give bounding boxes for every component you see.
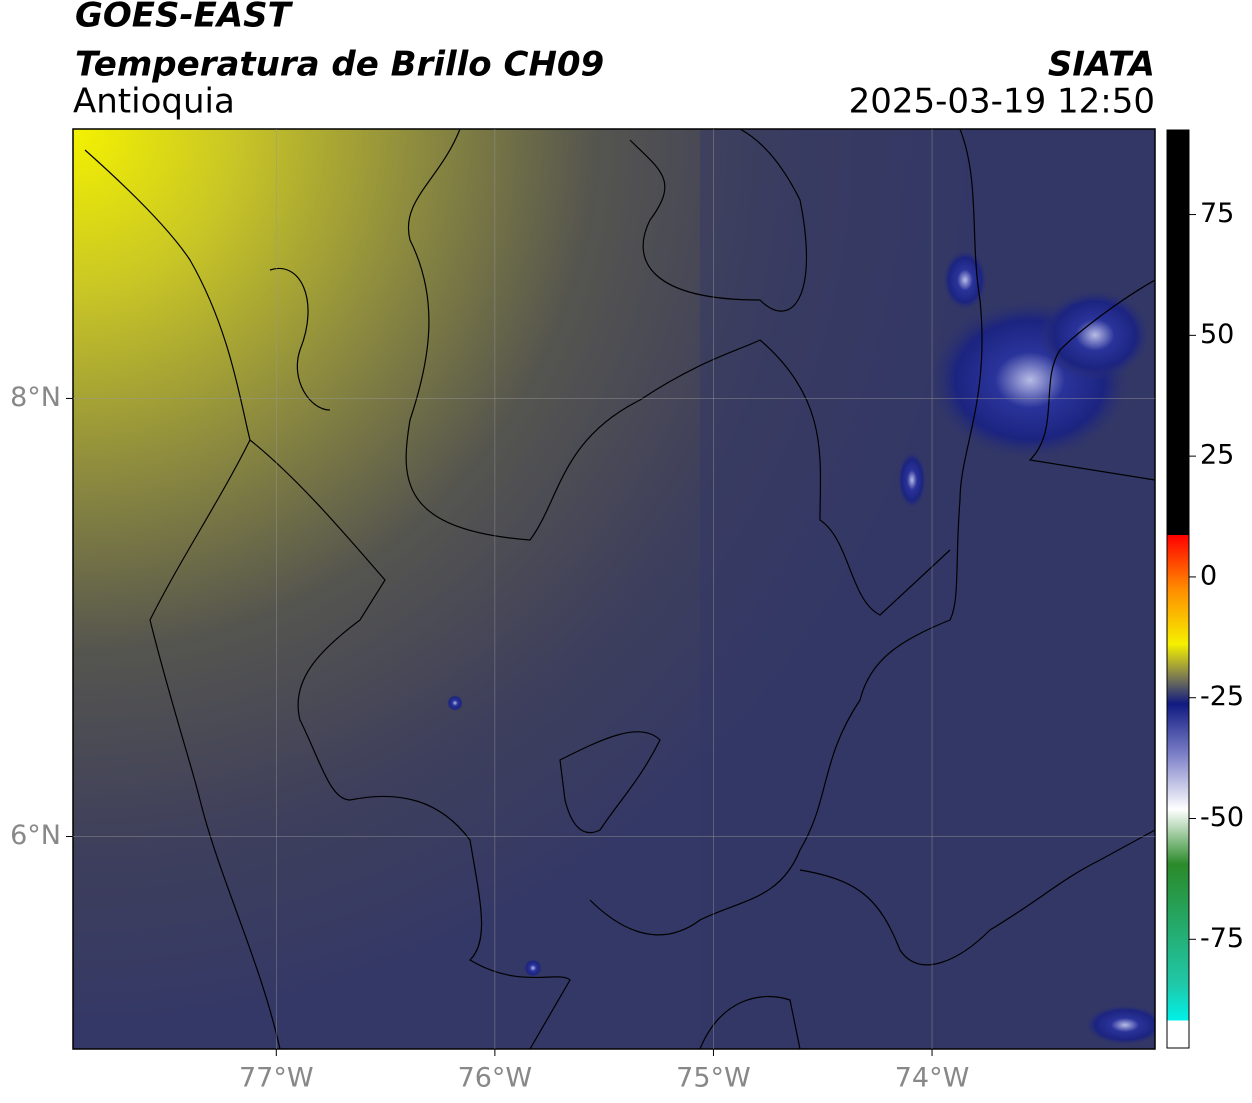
x-tick-label: 74°W <box>895 1063 970 1094</box>
timestamp: 2025-03-19 12:50 <box>849 82 1155 122</box>
region: Antioquia <box>73 82 235 122</box>
x-tick-label: 77°W <box>239 1063 314 1094</box>
source: SIATA <box>1048 45 1155 85</box>
colorbar-tick-label: 0 <box>1200 560 1217 591</box>
map-frame <box>72 128 1156 1050</box>
map-image <box>73 129 1155 1049</box>
colorbar-tick-label: 25 <box>1200 440 1234 471</box>
colorbar-tick-label: 50 <box>1200 319 1234 350</box>
x-tick-label: 76°W <box>458 1063 533 1094</box>
colorbar-tick-label: -75 <box>1200 923 1244 954</box>
y-tick-label: 6°N <box>10 820 61 851</box>
y-tick-label: 8°N <box>10 382 61 413</box>
colorbar-tick-label: -50 <box>1200 802 1244 833</box>
title: GOES-EAST <box>75 0 294 36</box>
subtitle: Temperatura de Brillo CH09 <box>75 45 604 85</box>
x-tick-label: 75°W <box>676 1063 751 1094</box>
colorbar-tick-label: 75 <box>1200 198 1234 229</box>
colorbar <box>1166 129 1190 1049</box>
colorbar-tick-label: -25 <box>1200 681 1244 712</box>
